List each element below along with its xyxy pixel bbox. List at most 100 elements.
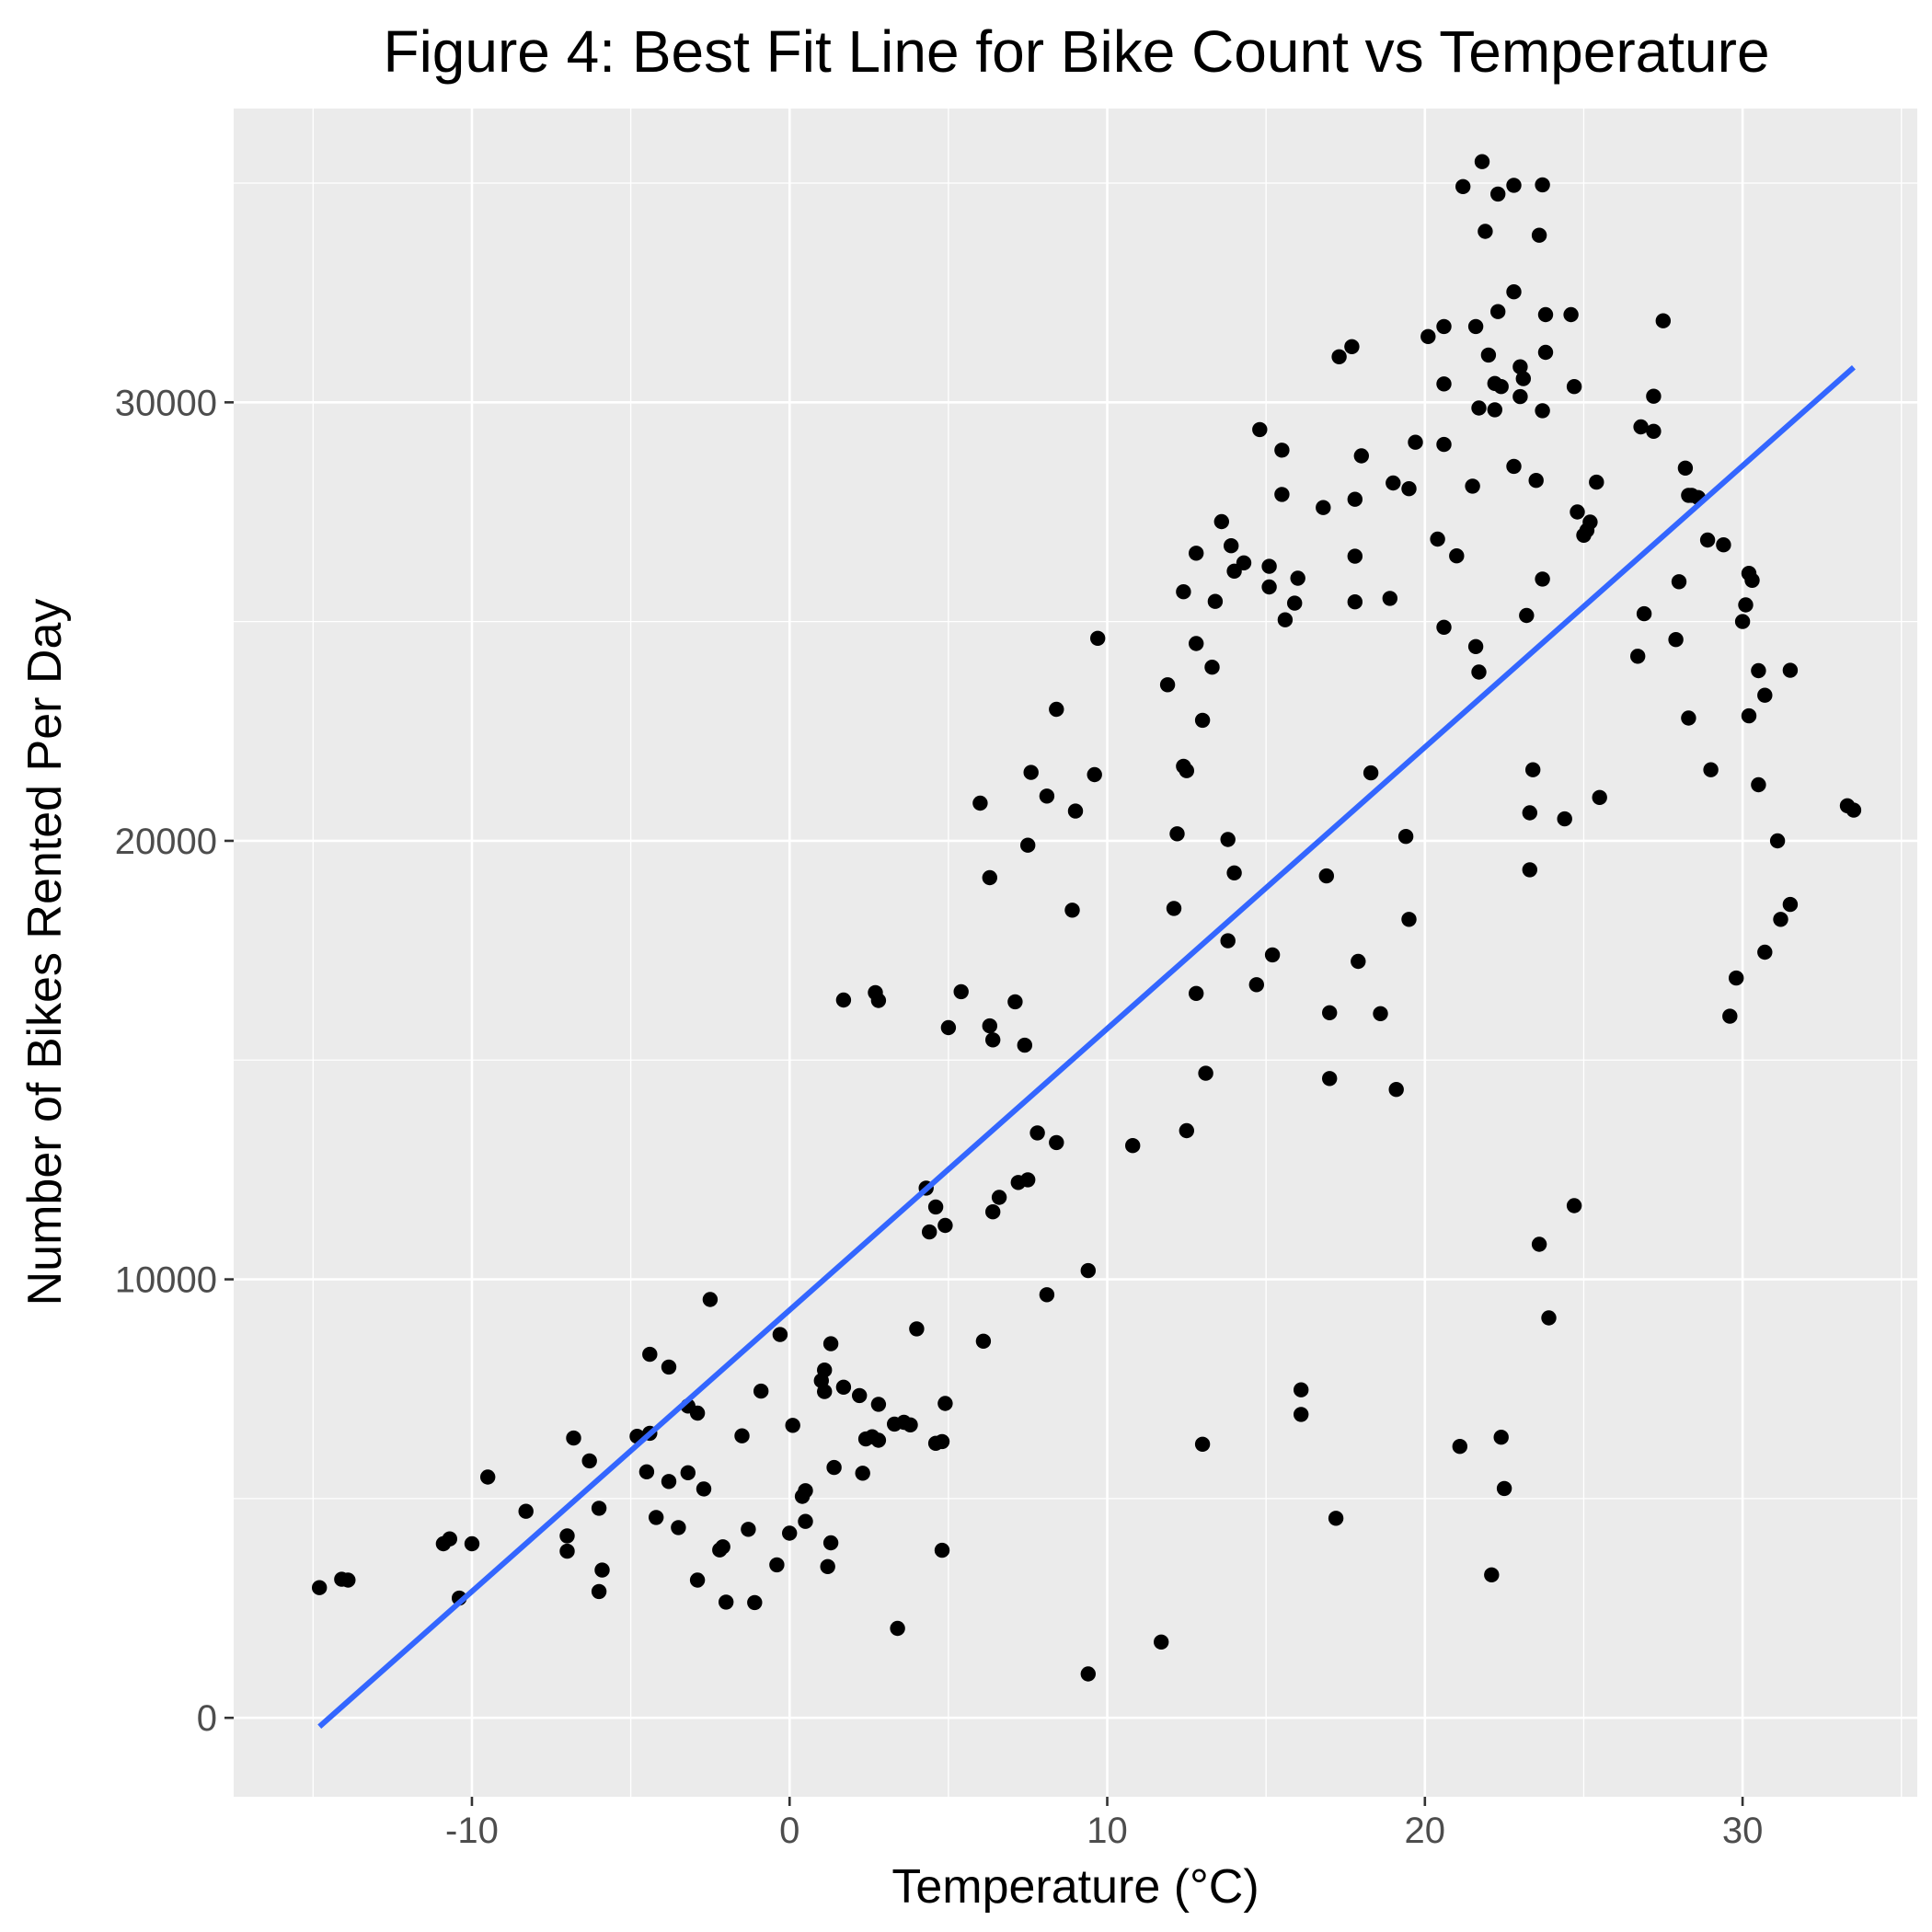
data-point <box>1467 638 1484 654</box>
data-point <box>1741 707 1757 724</box>
data-point <box>1322 1071 1338 1087</box>
x-tick-label: 20 <box>1405 1811 1446 1851</box>
data-point <box>1751 776 1766 793</box>
data-point <box>464 1535 480 1552</box>
data-point <box>566 1430 581 1446</box>
data-point <box>798 1513 813 1529</box>
data-point <box>1436 619 1452 635</box>
data-point <box>817 1384 833 1399</box>
data-point <box>1080 1666 1097 1682</box>
data-point <box>559 1543 575 1559</box>
data-point <box>1630 649 1646 664</box>
data-point <box>1261 558 1277 574</box>
data-point <box>1716 537 1731 553</box>
data-point <box>820 1558 835 1575</box>
y-tick-label: 20000 <box>115 822 217 862</box>
data-point <box>1522 805 1538 821</box>
data-point <box>1535 571 1550 587</box>
data-point <box>1487 402 1503 418</box>
data-point <box>772 1327 788 1342</box>
data-points <box>312 154 1862 1682</box>
data-point <box>1248 977 1265 993</box>
data-point <box>982 1018 998 1034</box>
data-point <box>1007 994 1023 1010</box>
data-point <box>581 1453 597 1469</box>
data-point <box>1125 1138 1141 1154</box>
data-point <box>1537 344 1554 361</box>
y-axis-label: Number of Bikes Rented Per Day <box>18 599 72 1306</box>
data-point <box>1452 1439 1468 1455</box>
data-point <box>1528 473 1544 489</box>
data-point <box>1493 1430 1509 1445</box>
data-point <box>835 992 852 1008</box>
data-point <box>312 1580 328 1595</box>
data-point <box>1351 953 1366 970</box>
data-point <box>1294 1407 1309 1422</box>
data-point <box>1264 947 1281 963</box>
data-point <box>927 1199 944 1215</box>
data-point <box>1592 789 1607 805</box>
data-point <box>1531 227 1547 243</box>
data-point <box>1699 532 1716 548</box>
data-point <box>1757 944 1773 960</box>
data-point <box>1189 636 1204 651</box>
data-point <box>689 1572 706 1588</box>
data-point <box>1224 538 1239 554</box>
data-point <box>1294 1382 1309 1397</box>
data-point <box>1179 1122 1195 1139</box>
data-point <box>1744 572 1760 588</box>
data-point <box>1474 154 1490 169</box>
data-point <box>1420 328 1436 344</box>
data-point <box>1729 970 1744 986</box>
data-point <box>798 1483 813 1499</box>
data-point <box>661 1474 677 1489</box>
data-point <box>1039 1287 1055 1303</box>
data-point <box>1166 901 1182 916</box>
data-point <box>1087 766 1102 783</box>
data-point <box>1563 306 1579 323</box>
data-point <box>1064 903 1080 918</box>
data-point <box>1769 833 1786 849</box>
data-point <box>1493 379 1509 395</box>
data-point <box>1467 318 1484 335</box>
data-point <box>1570 504 1585 520</box>
data-point <box>903 1417 918 1433</box>
data-point <box>1633 419 1649 435</box>
data-point <box>1331 349 1347 364</box>
x-tick-label: 10 <box>1087 1811 1128 1851</box>
data-point <box>1049 701 1064 718</box>
data-point <box>1198 1065 1213 1081</box>
best-fit-line <box>317 364 1856 1729</box>
data-point <box>1773 912 1788 927</box>
data-point <box>696 1481 712 1497</box>
data-point <box>1373 1006 1388 1022</box>
data-point <box>934 1542 950 1558</box>
data-point <box>835 1379 852 1396</box>
data-point <box>1436 376 1452 392</box>
data-point <box>1478 224 1493 239</box>
data-point <box>1274 487 1290 502</box>
data-point <box>1408 434 1423 450</box>
data-point <box>1039 788 1055 804</box>
data-point <box>1159 677 1176 693</box>
data-point <box>1049 1134 1064 1151</box>
data-point <box>1471 664 1487 680</box>
data-point <box>1353 448 1370 464</box>
y-tick-label: 10000 <box>115 1260 217 1301</box>
data-point <box>1397 829 1414 845</box>
data-point <box>1277 612 1294 627</box>
data-point <box>702 1292 719 1307</box>
data-point <box>940 1019 957 1036</box>
data-point <box>1655 313 1672 328</box>
data-point <box>1465 478 1480 494</box>
data-point <box>1261 579 1277 595</box>
data-point <box>680 1465 696 1481</box>
data-point <box>826 1459 842 1476</box>
data-point <box>661 1359 677 1375</box>
data-point <box>1506 178 1522 193</box>
data-point <box>1322 1005 1338 1021</box>
axis-ticks <box>224 401 1744 1806</box>
data-point <box>1020 1172 1036 1188</box>
data-point <box>817 1363 833 1378</box>
data-point <box>1328 1511 1344 1526</box>
